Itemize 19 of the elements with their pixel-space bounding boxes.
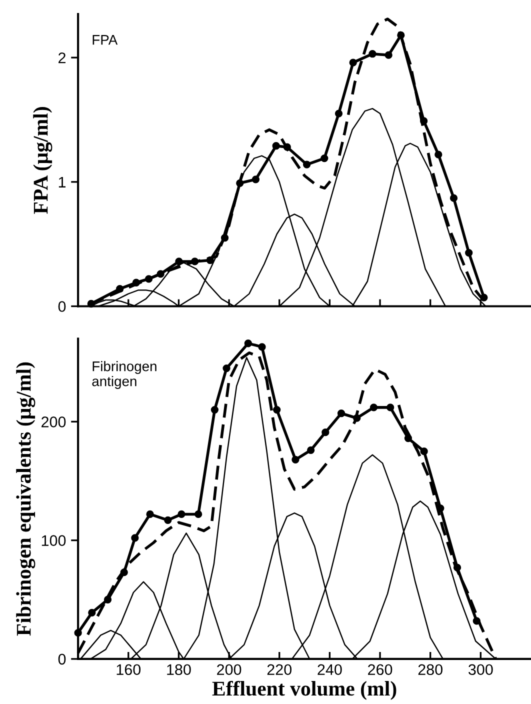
x-tick-label: 260 <box>368 664 392 676</box>
y-tick-label: 0 <box>58 654 66 665</box>
y-tick-label: 200 <box>42 416 66 428</box>
x-tick-label: 160 <box>116 664 141 676</box>
x-tick-label: 220 <box>267 664 292 676</box>
x-tick-label: 300 <box>468 664 493 676</box>
x-tick-label: 240 <box>318 664 342 676</box>
y-tick-label: 2 <box>58 52 66 64</box>
x-tick-label: 280 <box>418 664 442 676</box>
y-tick-label: 0 <box>58 301 66 312</box>
x-tick-label: 180 <box>167 664 191 676</box>
y-tick-label: 1 <box>58 176 66 188</box>
x-axis-title: Effluent volume (ml) <box>212 680 396 700</box>
y-axis-title: Fibrinogen equivalents (μg/ml) <box>16 362 36 636</box>
annotation: FPA <box>92 35 118 45</box>
y-axis-title: FPA (μg/ml) <box>33 107 52 214</box>
y-tick-label: 100 <box>42 535 66 546</box>
x-tick-label: 200 <box>217 664 242 676</box>
annotation: Fibrinogen antigen <box>92 361 156 389</box>
